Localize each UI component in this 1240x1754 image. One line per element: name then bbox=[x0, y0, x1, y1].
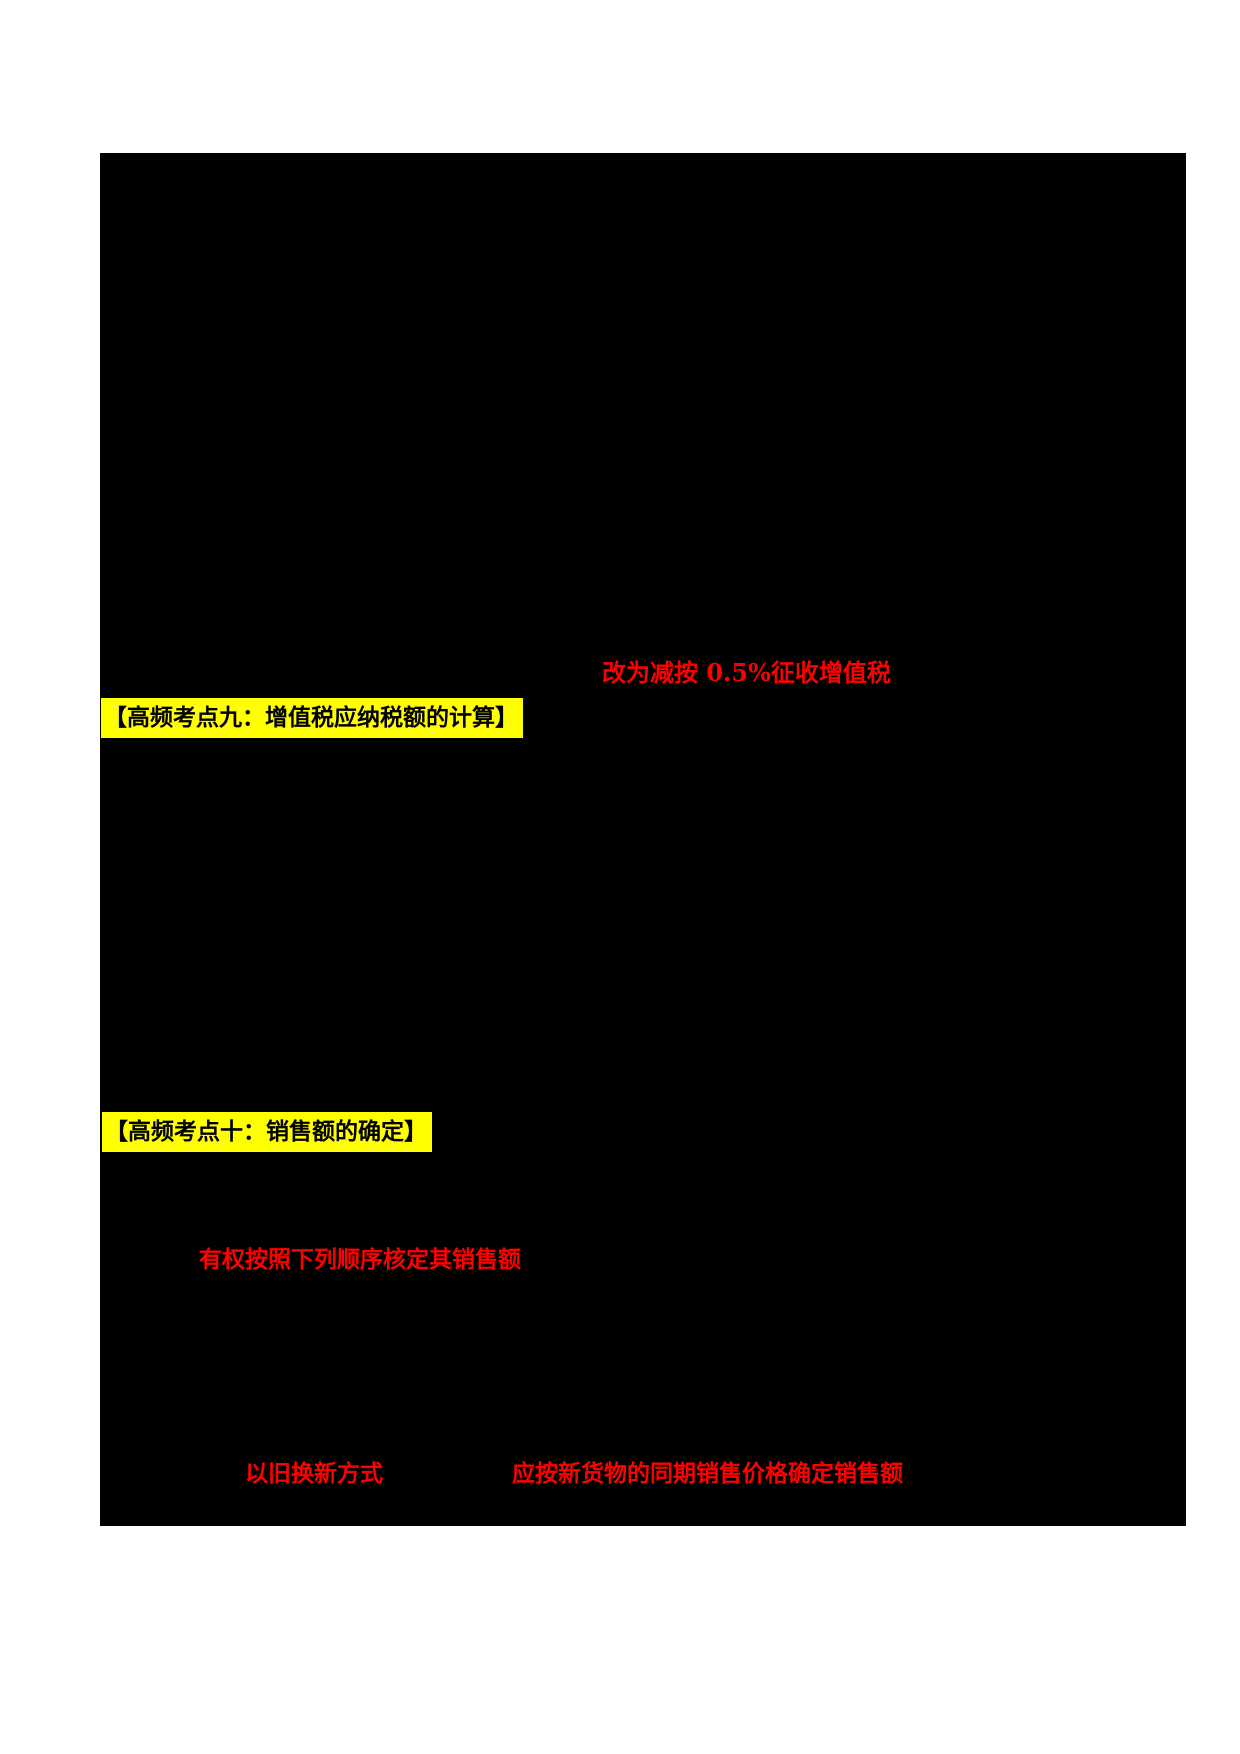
red-note-collection-rate: 改为减按 0.5%征收增值税 bbox=[602, 658, 891, 687]
page-body-black-area: 改为减按 0.5%征收增值税 【高频考点九：增值税应纳税额的计算】 【高频考点十… bbox=[100, 153, 1186, 1526]
red-note-trade-in: 以旧换新方式 bbox=[245, 1460, 383, 1487]
heading-key-point-9: 【高频考点九：增值税应纳税额的计算】 bbox=[101, 698, 523, 739]
red-note-assess-sales-order: 有权按照下列顺序核定其销售额 bbox=[199, 1246, 521, 1273]
heading-key-point-10: 【高频考点十：销售额的确定】 bbox=[102, 1112, 432, 1153]
red-note-new-goods-price: 应按新货物的同期销售价格确定销售额 bbox=[512, 1460, 903, 1487]
